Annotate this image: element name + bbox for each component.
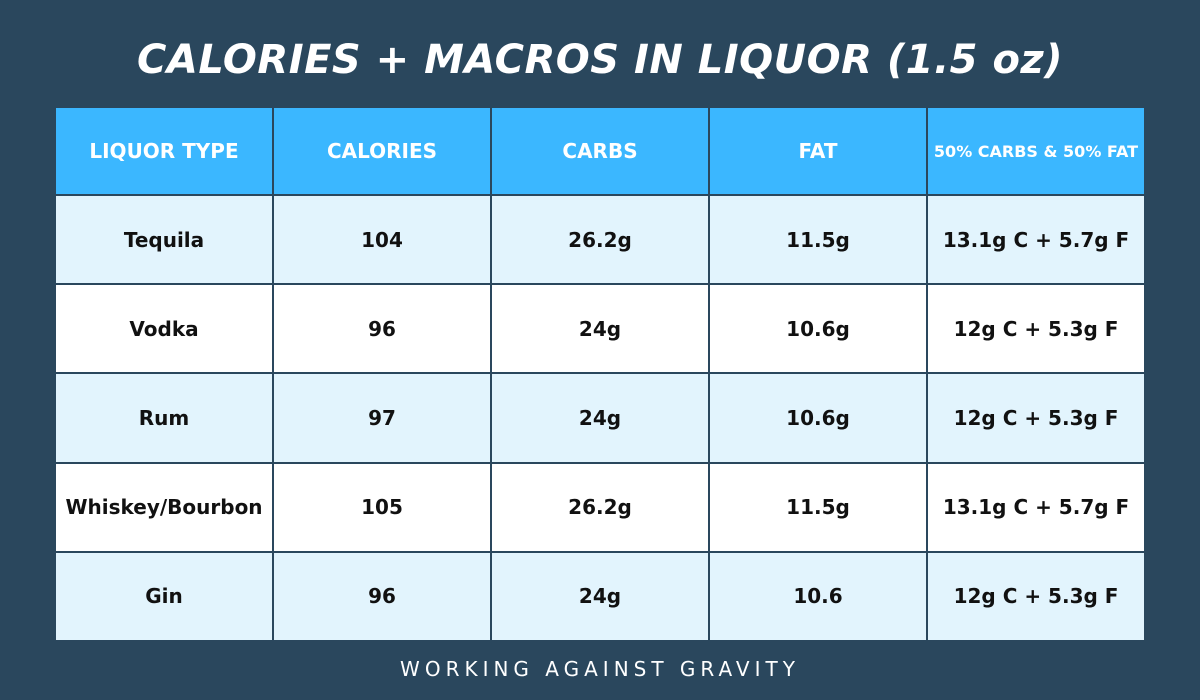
table-row: Whiskey/Bourbon 105 26.2g 11.5g 13.1g C … xyxy=(54,461,1146,553)
cell-fat: 10.6g xyxy=(708,372,928,464)
cell-calories: 96 xyxy=(272,283,492,375)
table-row: Rum 97 24g 10.6g 12g C + 5.3g F xyxy=(54,372,1146,464)
cell-calories: 96 xyxy=(272,550,492,643)
column-header-liquor-type: LIQUOR TYPE xyxy=(54,106,274,196)
column-header-fat: FAT xyxy=(708,106,928,196)
cell-calories: 104 xyxy=(272,193,492,286)
liquor-macros-table: LIQUOR TYPE CALORIES CARBS FAT 50% CARBS… xyxy=(54,106,1146,643)
cell-fat: 11.5g xyxy=(708,461,928,553)
cell-liquor-type: Vodka xyxy=(54,283,274,375)
cell-fat: 10.6 xyxy=(708,550,928,643)
column-header-calories: CALORIES xyxy=(272,106,492,196)
cell-split: 12g C + 5.3g F xyxy=(926,283,1146,375)
cell-calories: 105 xyxy=(272,461,492,553)
cell-carbs: 26.2g xyxy=(490,193,710,286)
cell-fat: 11.5g xyxy=(708,193,928,286)
cell-split: 13.1g C + 5.7g F xyxy=(926,193,1146,286)
cell-fat: 10.6g xyxy=(708,283,928,375)
cell-carbs: 26.2g xyxy=(490,461,710,553)
cell-carbs: 24g xyxy=(490,550,710,643)
cell-carbs: 24g xyxy=(490,283,710,375)
cell-split: 12g C + 5.3g F xyxy=(926,372,1146,464)
cell-carbs: 24g xyxy=(490,372,710,464)
cell-calories: 97 xyxy=(272,372,492,464)
cell-liquor-type: Rum xyxy=(54,372,274,464)
table-row: Vodka 96 24g 10.6g 12g C + 5.3g F xyxy=(54,283,1146,375)
cell-split: 12g C + 5.3g F xyxy=(926,550,1146,643)
cell-liquor-type: Whiskey/Bourbon xyxy=(54,461,274,553)
table-row: Gin 96 24g 10.6 12g C + 5.3g F xyxy=(54,550,1146,643)
brand-footer: WORKING AGAINST GRAVITY xyxy=(400,657,800,681)
column-header-split: 50% CARBS & 50% FAT xyxy=(926,106,1146,196)
page-title: CALORIES + MACROS IN LIQUOR (1.5 oz) xyxy=(137,37,1063,83)
cell-split: 13.1g C + 5.7g F xyxy=(926,461,1146,553)
column-header-carbs: CARBS xyxy=(490,106,710,196)
cell-liquor-type: Gin xyxy=(54,550,274,643)
table-header-row: LIQUOR TYPE CALORIES CARBS FAT 50% CARBS… xyxy=(54,106,1146,196)
cell-liquor-type: Tequila xyxy=(54,193,274,286)
table-row: Tequila 104 26.2g 11.5g 13.1g C + 5.7g F xyxy=(54,193,1146,286)
